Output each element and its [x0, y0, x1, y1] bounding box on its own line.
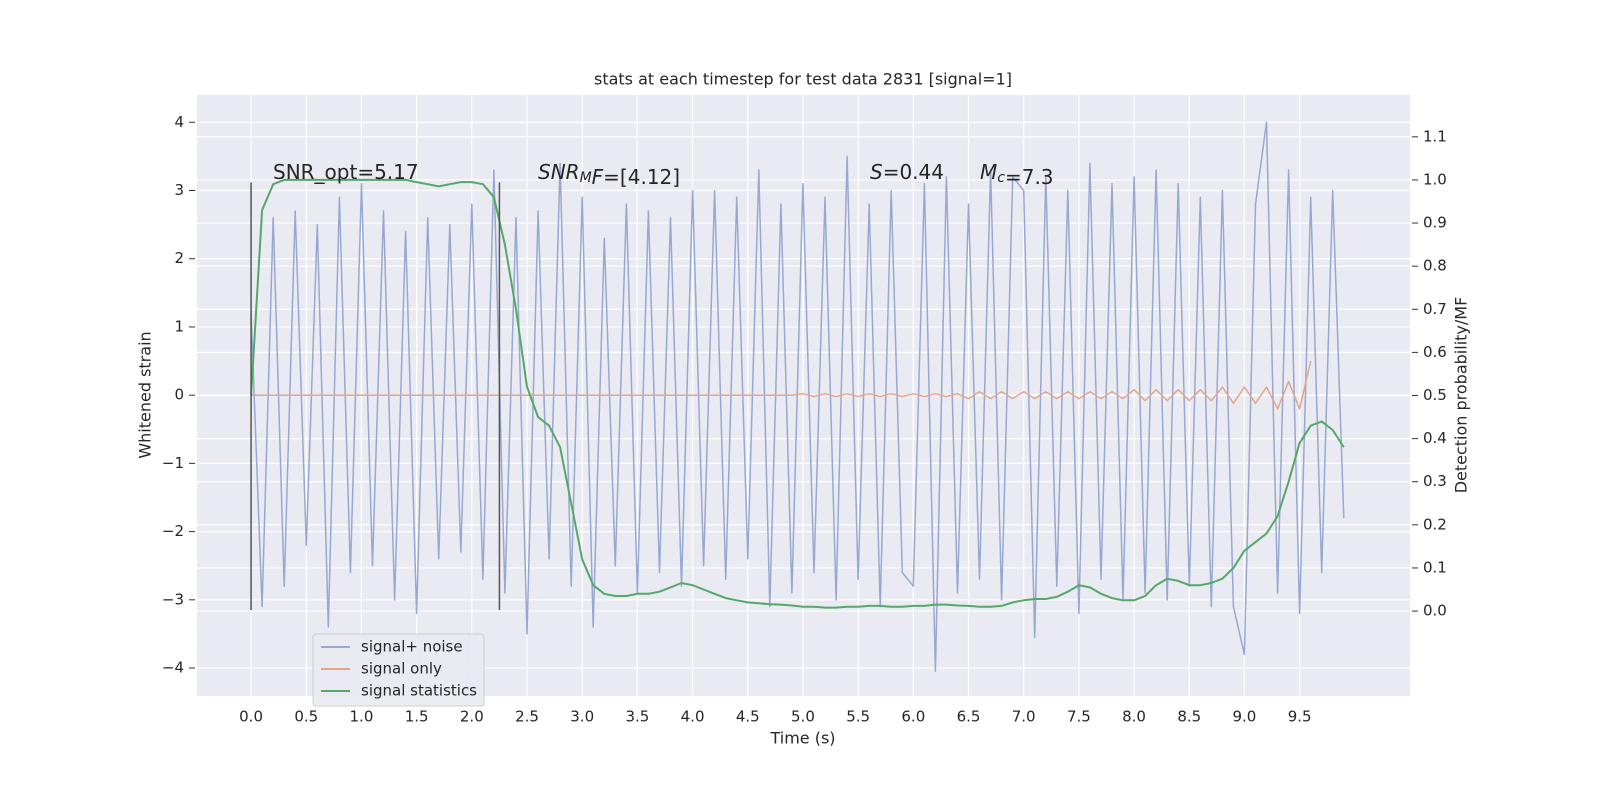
annotation-part: S	[870, 160, 883, 184]
x-tick-label: 9.5	[1288, 708, 1312, 726]
annotation-part: SNR_opt=5.17	[273, 160, 419, 184]
x-tick-label: 1.5	[405, 708, 429, 726]
series-line	[250, 178, 1345, 609]
legend-label: signal statistics	[361, 682, 477, 700]
y-tick-label: 3	[174, 181, 184, 199]
y2-tick-label: 0.0	[1423, 602, 1447, 620]
x-tick-label: 4.5	[736, 708, 760, 726]
y2-tick-label: 0.7	[1423, 300, 1447, 318]
annotation-part: SNR	[538, 160, 580, 184]
y2-tick-label: 1.1	[1423, 127, 1447, 145]
y-tick-label: 1	[174, 317, 184, 335]
x-tick-label: 3.5	[625, 708, 649, 726]
annotation: Mc=7.3	[980, 160, 1054, 189]
labels: 0.0 0.5 1.0 1.5 2.0 2.5 3.0 3.5 4.0 4.5 5.0 5.5 6.0 6…	[162, 113, 1447, 726]
marks	[250, 121, 1345, 673]
y2-tick-label: 0.3	[1423, 472, 1447, 490]
x-tick-label: 5.5	[846, 708, 870, 726]
x-tick-label: 9.0	[1233, 708, 1257, 726]
y-tick-label: −4	[162, 659, 184, 677]
series-line	[251, 360, 1312, 410]
y-tick-label: −3	[162, 590, 184, 608]
y2-tick-label: 0.4	[1423, 429, 1447, 447]
y-tick-label: −1	[162, 454, 184, 472]
x-tick-label: 2.5	[515, 708, 539, 726]
x-tick-label: 8.5	[1177, 708, 1201, 726]
y-axis-label: Whitened strain	[136, 331, 155, 458]
y2-tick-label: 0.9	[1423, 214, 1447, 232]
x-tick-label: 2.0	[460, 708, 484, 726]
x-tick-label: 4.0	[681, 708, 705, 726]
x-tick-label: 3.0	[570, 708, 594, 726]
y-tick-label: 2	[174, 249, 184, 267]
x-tick-label: 8.0	[1122, 708, 1146, 726]
y2-axis-label: Detection probability/MF	[1452, 297, 1471, 494]
annotation: SNRMF=[4.12]	[538, 160, 680, 189]
x-tick-label: 6.0	[901, 708, 925, 726]
x-tick-label: 0.0	[239, 708, 263, 726]
annotation-part: =7.3	[1005, 165, 1054, 189]
annotation: S=0.44	[870, 160, 944, 184]
annotation: SNR_opt=5.17	[273, 160, 419, 184]
y-tick-label: 0	[174, 386, 184, 404]
legend-label: signal+ noise	[361, 638, 463, 656]
series-line	[250, 121, 1345, 673]
chart-title: stats at each timestep for test data 283…	[594, 70, 1012, 89]
legend-label: signal only	[361, 660, 442, 678]
legend	[312, 633, 485, 707]
x-tick-label: 5.0	[791, 708, 815, 726]
x-tick-label: 7.0	[1012, 708, 1036, 726]
x-tick-label: 0.5	[294, 708, 318, 726]
annotation-part: =0.44	[883, 160, 944, 184]
y2-tick-label: 0.8	[1423, 257, 1447, 275]
annotation-part: M	[980, 160, 997, 184]
y2-tick-label: 1.0	[1423, 170, 1447, 188]
y2-tick-label: 0.6	[1423, 343, 1447, 361]
x-tick-label: 1.0	[350, 708, 374, 726]
annotation-part: c	[997, 170, 1005, 186]
y2-tick-label: 0.5	[1423, 386, 1447, 404]
y2-tick-label: 0.2	[1423, 515, 1447, 533]
x-tick-label: 7.5	[1067, 708, 1091, 726]
y-tick-label: 4	[174, 113, 184, 131]
x-axis-label: Time (s)	[769, 729, 835, 748]
y2-tick-label: 0.1	[1423, 558, 1447, 576]
annotation-part: F	[592, 165, 604, 189]
y-tick-label: −2	[162, 522, 184, 540]
annotation-part: =[4.12]	[603, 165, 680, 189]
x-tick-label: 6.5	[957, 708, 981, 726]
annotation-part: M	[580, 170, 592, 186]
